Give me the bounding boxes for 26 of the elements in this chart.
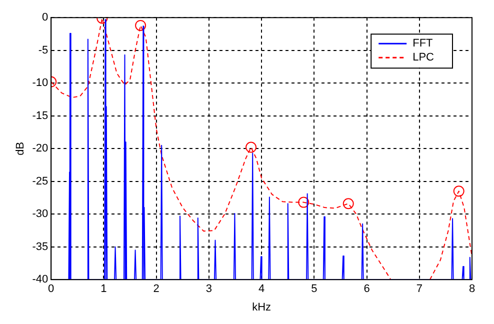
point (135, 20, 146, 31)
x-tick-label: 5 (311, 283, 318, 296)
y-tick-label: -30 (32, 208, 48, 220)
point (246, 142, 257, 153)
x-axis-title: kHz (252, 301, 272, 314)
point (453, 186, 464, 197)
y-tick-label: -5 (38, 44, 48, 56)
legend-label: FFT (412, 38, 434, 50)
legend-label: LPC (412, 52, 434, 64)
x-tick-label: 1 (100, 283, 107, 296)
y-tick-label: -35 (32, 240, 48, 253)
y-tick-label: -10 (32, 77, 48, 90)
x-tick-label: 6 (364, 283, 370, 296)
y-tick-label: -25 (32, 175, 48, 188)
x-tick-label: 2 (153, 283, 160, 296)
y-axis-title: dB (14, 142, 27, 156)
y-tick-label: -20 (32, 142, 48, 155)
y-tick-label: -40 (32, 274, 48, 286)
y-tick-label: -15 (32, 110, 48, 122)
point (342, 198, 354, 210)
y-tick-label: 0 (42, 12, 48, 24)
x-tick-label: 4 (258, 283, 265, 296)
x-tick-label: 7 (416, 283, 422, 296)
x-tick-label: 3 (206, 283, 212, 296)
x-tick-label: 8 (468, 283, 476, 296)
point (298, 196, 310, 208)
